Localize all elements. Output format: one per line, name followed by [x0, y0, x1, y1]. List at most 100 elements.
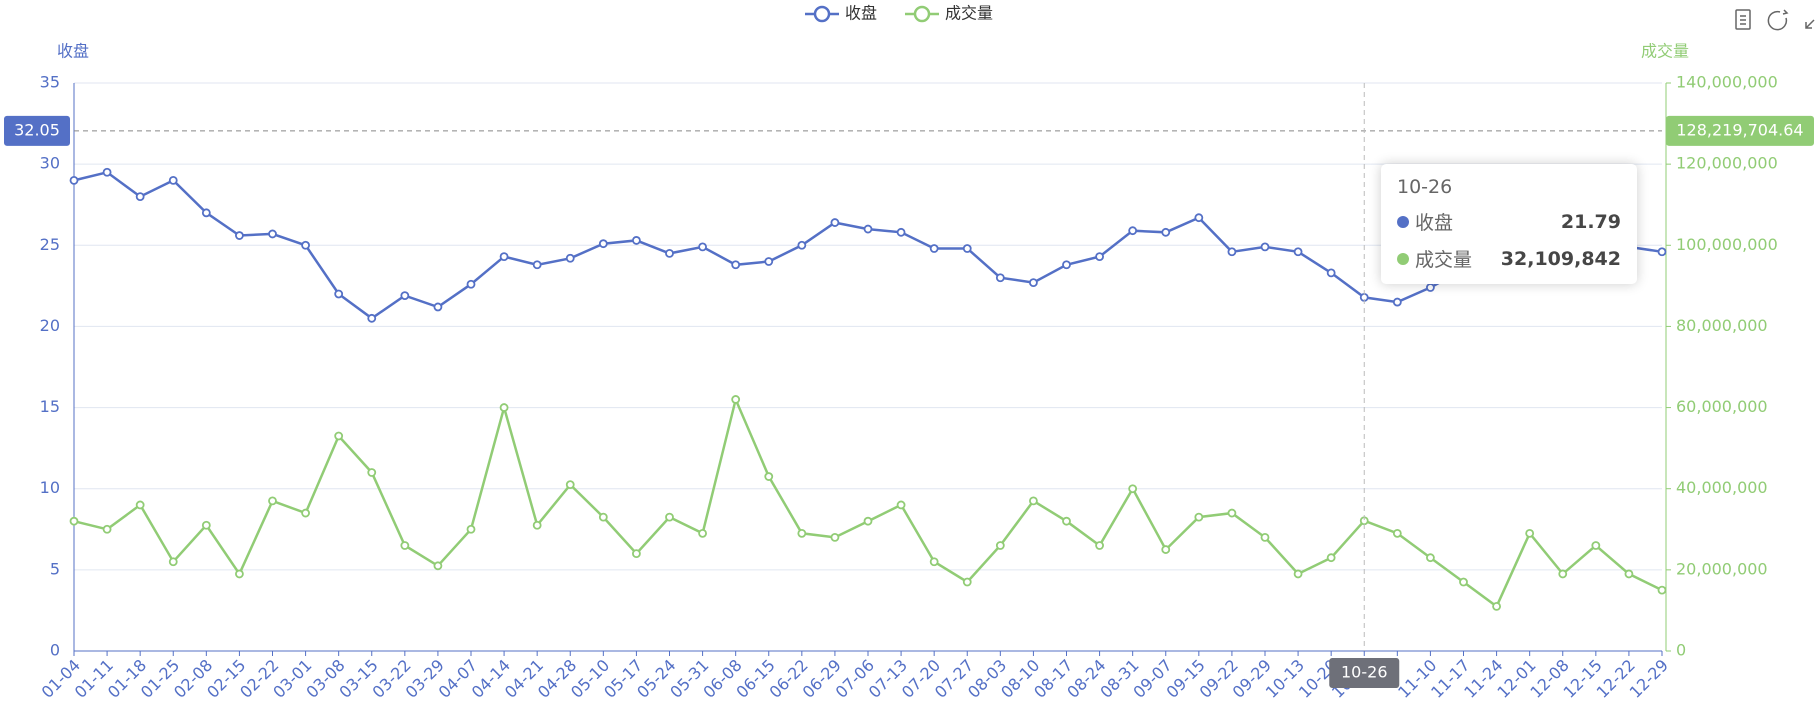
- point: [69, 175, 79, 185]
- point: [797, 528, 807, 538]
- y-tick-label: 5: [50, 559, 60, 578]
- point: [565, 253, 575, 263]
- point: [532, 260, 542, 270]
- point: [863, 516, 873, 526]
- point: [400, 541, 410, 550]
- point: [69, 516, 79, 526]
- point: [1227, 508, 1237, 518]
- tooltip-value: 32,109,842: [1500, 247, 1621, 270]
- point: [235, 231, 244, 240]
- point: [731, 395, 741, 404]
- point: [995, 541, 1005, 550]
- point: [1392, 528, 1402, 538]
- point: [168, 557, 178, 567]
- point: [731, 260, 741, 270]
- point: [962, 244, 972, 253]
- point: [896, 227, 906, 237]
- point: [532, 520, 542, 530]
- point: [764, 472, 774, 481]
- point: [830, 218, 840, 227]
- point: [1029, 496, 1038, 506]
- pointer-label: 128,219,704.64: [1676, 120, 1803, 139]
- point: [1161, 227, 1171, 237]
- point: [1326, 553, 1336, 563]
- y2-tick-label: 80,000,000: [1676, 316, 1768, 335]
- legend-symbol: [813, 5, 831, 23]
- point: [1525, 528, 1535, 538]
- legend-symbol: [913, 5, 931, 23]
- tooltip-name: 成交量: [1415, 249, 1473, 271]
- point: [367, 468, 377, 477]
- point: [301, 508, 310, 518]
- point: [433, 561, 443, 571]
- point: [1095, 541, 1104, 550]
- point: [1227, 247, 1237, 257]
- point: [135, 500, 145, 510]
- point: [1591, 541, 1601, 550]
- point: [201, 208, 211, 218]
- y-axis-name: 收盘: [57, 42, 89, 61]
- point: [466, 279, 476, 289]
- y2-tick-label: 20,000,000: [1676, 559, 1768, 578]
- point: [896, 500, 906, 510]
- tooltip-row: 收盘 21.79: [1397, 208, 1621, 235]
- point: [1260, 242, 1270, 252]
- point: [1426, 283, 1435, 292]
- point: [1194, 512, 1204, 522]
- point: [665, 248, 674, 258]
- point: [201, 520, 211, 530]
- tooltip: 10-26 收盘 21.79 成交量 32,109,842: [1381, 164, 1637, 284]
- point: [1128, 226, 1138, 236]
- point: [268, 496, 277, 506]
- legend-label: 收盘: [845, 4, 877, 23]
- pointer-label-box: [1329, 658, 1400, 688]
- point: [1459, 577, 1468, 587]
- y2-tick-label: 0: [1676, 641, 1686, 660]
- y2-tick-label: 100,000,000: [1676, 235, 1778, 254]
- pointer-label-box: [4, 115, 70, 146]
- point: [367, 313, 377, 323]
- y2-tick-label: 60,000,000: [1676, 397, 1768, 416]
- point: [764, 257, 774, 266]
- point: [301, 240, 310, 250]
- point: [698, 242, 707, 252]
- legend-label: 成交量: [945, 4, 993, 23]
- toolbox[interactable]: [1735, 9, 1815, 31]
- y2-tick-label: 140,000,000: [1676, 73, 1778, 92]
- y-tick-label: 30: [40, 154, 60, 173]
- point: [1293, 569, 1303, 579]
- series-line: [73, 395, 1663, 609]
- y-tick-label: 35: [40, 73, 60, 92]
- point: [863, 224, 873, 234]
- point: [1161, 545, 1171, 554]
- point: [1194, 213, 1204, 223]
- point: [334, 431, 344, 441]
- point: [1062, 260, 1071, 270]
- point: [929, 244, 939, 253]
- point: [1095, 252, 1104, 262]
- point: [665, 512, 674, 522]
- x-tick-label: 12-29: [1626, 656, 1672, 702]
- pointer-label: 32.05: [14, 120, 60, 139]
- y-tick-label: 15: [40, 397, 60, 416]
- point: [1624, 569, 1634, 579]
- point: [1128, 484, 1138, 494]
- point: [499, 252, 509, 262]
- point: [797, 240, 807, 250]
- point: [168, 175, 178, 185]
- point: [268, 229, 277, 239]
- point: [830, 533, 840, 542]
- point: [334, 289, 344, 299]
- point: [235, 569, 244, 579]
- tooltip-value: 21.79: [1560, 210, 1621, 233]
- y2-tick-label: 120,000,000: [1676, 154, 1778, 173]
- point: [499, 403, 509, 412]
- tooltip-row: 成交量 32,109,842: [1397, 245, 1621, 272]
- point: [135, 192, 145, 202]
- point: [598, 239, 608, 249]
- point: [102, 167, 112, 177]
- point: [433, 302, 443, 312]
- tooltip-title: 10-26: [1397, 176, 1453, 198]
